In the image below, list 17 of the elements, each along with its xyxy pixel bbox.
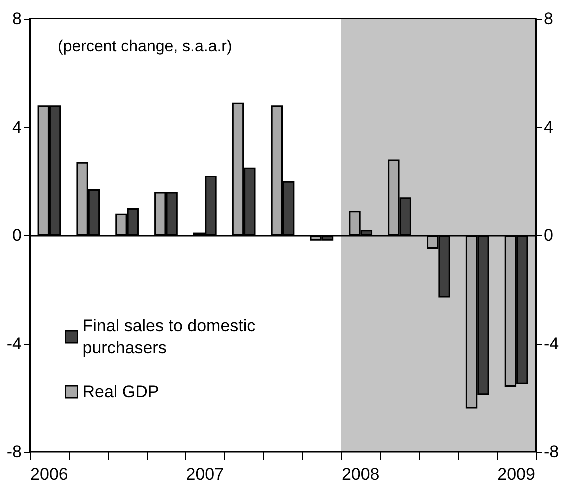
y-tick-label: 0 [12,226,22,245]
x-tick-label: 2009 [498,465,536,484]
y2-tick-label: 0 [544,226,554,245]
y2-tick-label: 8 [544,10,554,28]
y2-tick-label: 4 [544,118,554,137]
annotation: (percent change, s.a.a.r) [58,38,232,56]
legend-label: Real GDP [82,382,160,402]
y2-tick-label: -4 [544,334,560,354]
x-tick-label: 2006 [30,465,68,484]
y-tick-label: 4 [12,118,22,137]
y2-tick-label: -8 [544,442,560,462]
x-tick-label: 2007 [186,465,224,484]
x-tick-label: 2008 [342,465,380,484]
legend-label: Final sales to domestic purchasers [82,316,260,358]
y-tick-label: -4 [6,334,22,354]
y-tick-label: 8 [12,10,22,28]
y-tick-label: -8 [6,442,22,462]
